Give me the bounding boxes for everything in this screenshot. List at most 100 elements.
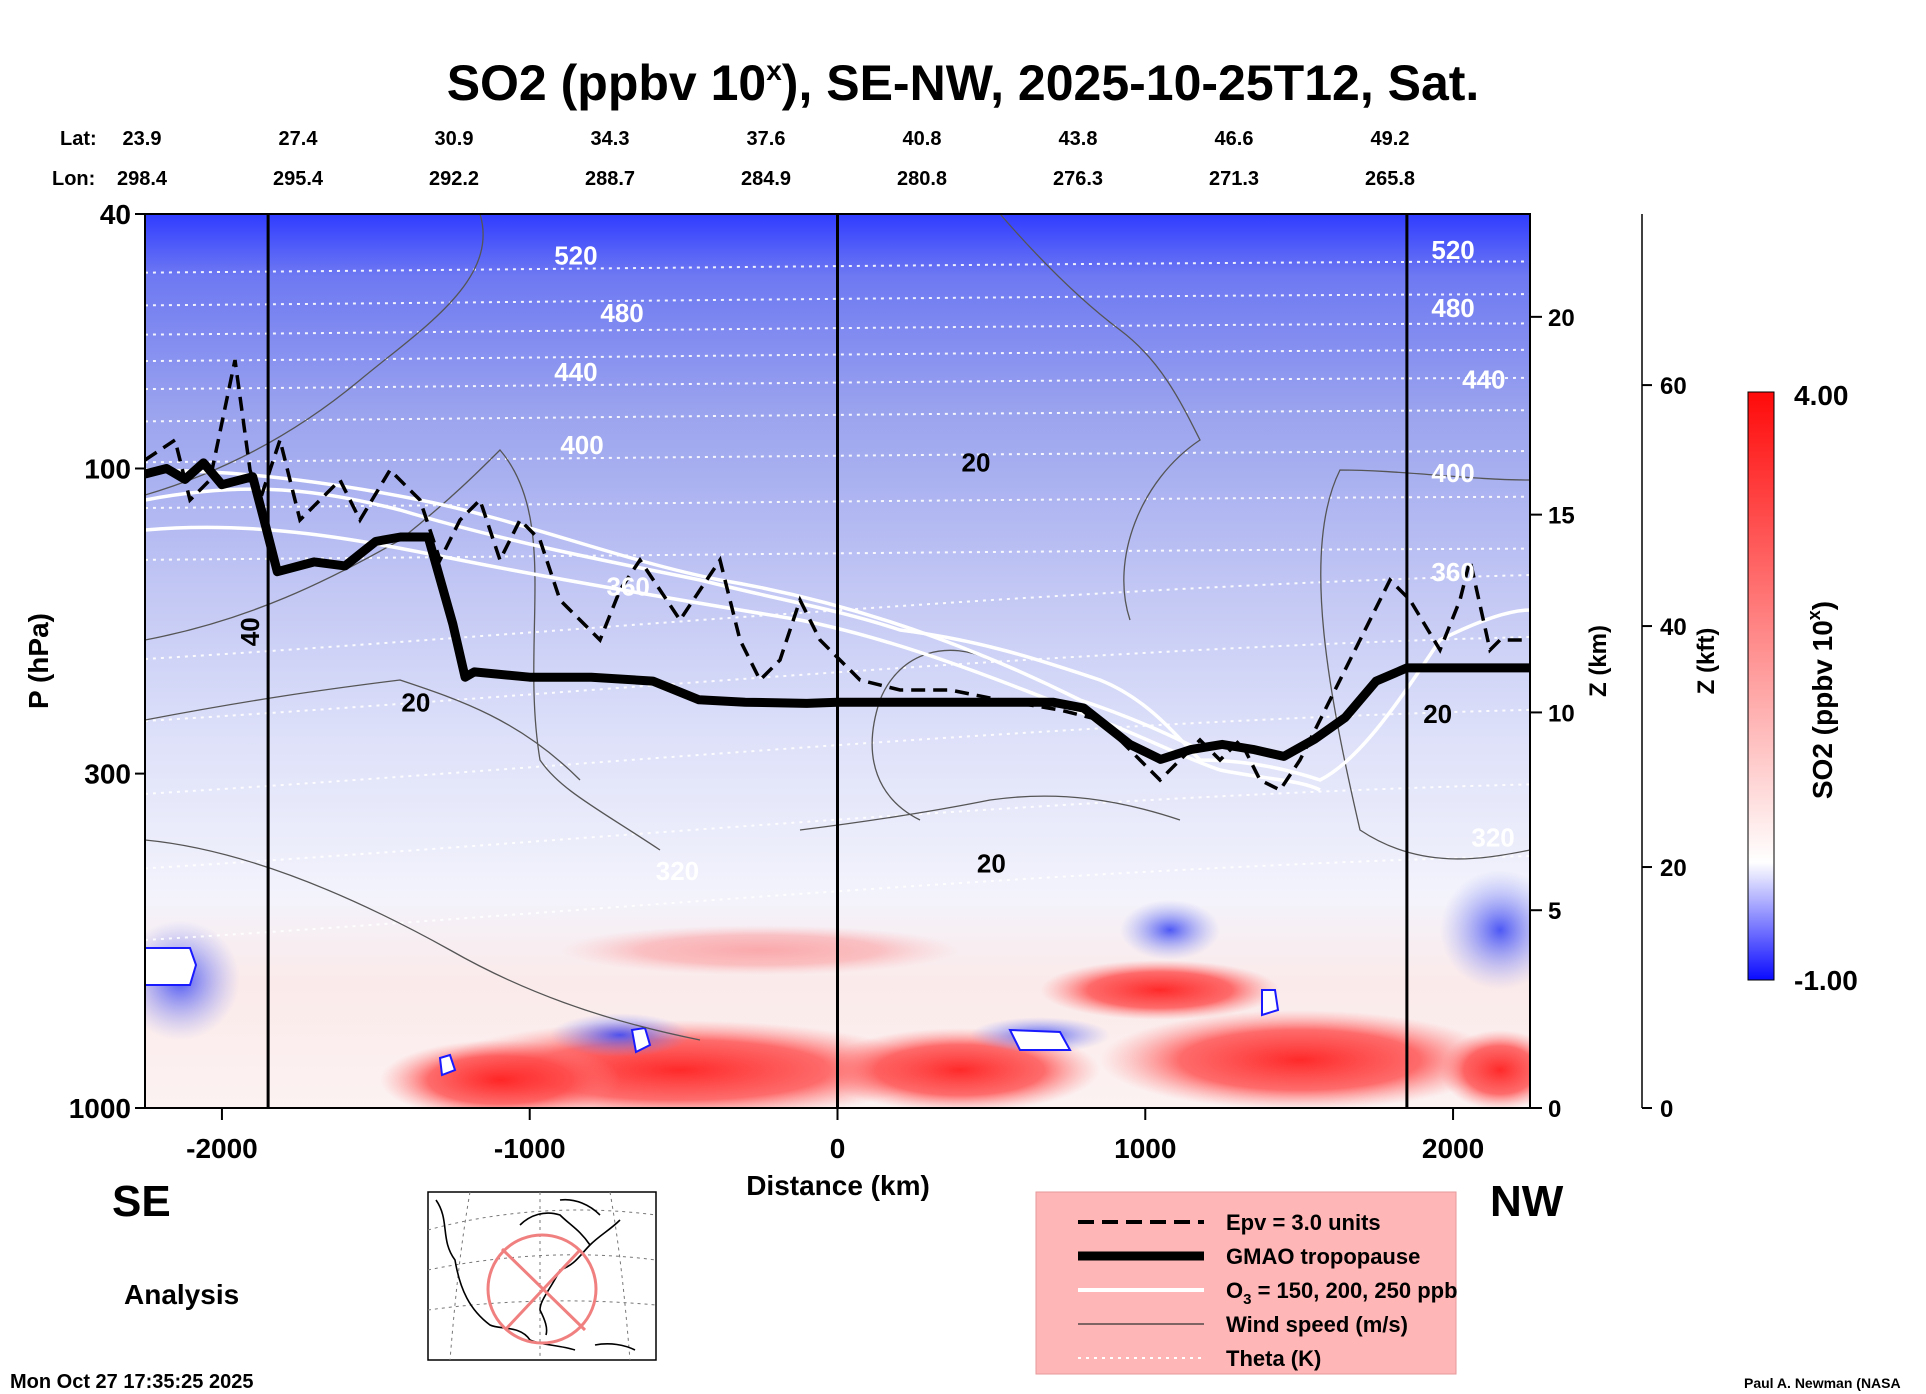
lat-value: 34.3: [591, 128, 630, 150]
theta-contour-label: 440: [554, 357, 597, 387]
theta-contours: [145, 260, 1530, 941]
theta-contour: [145, 636, 1530, 722]
lat-value: 30.9: [435, 128, 474, 150]
theta-contour: [145, 348, 1530, 363]
y-axis-label: P (hPa): [23, 613, 54, 709]
legend-label: O3 = 150, 200, 250 ppb: [1226, 1278, 1458, 1308]
wind-contour-label: 20: [962, 447, 991, 477]
so2-white-patch: [1008, 1028, 1072, 1051]
so2-red-region: [1440, 1030, 1530, 1108]
so2-blue-region: [550, 1013, 690, 1057]
x-axis: -2000 -1000 0 1000 2000: [186, 1108, 1484, 1164]
theta-contour-label: 400: [560, 430, 603, 460]
x-tick-label: 2000: [1422, 1133, 1484, 1164]
wind-contour: [145, 679, 581, 781]
lon-value: 292.2: [429, 168, 479, 190]
theta-contour: [145, 495, 1530, 509]
wind-contour: [1320, 469, 1530, 860]
so2-red-region: [1100, 1010, 1500, 1108]
theta-contour: [145, 409, 1530, 423]
footer-timestamp: Mon Oct 27 17:35:25 2025: [10, 1371, 253, 1393]
wind-contour-label: 20: [1423, 699, 1452, 729]
ozone-contour: [145, 525, 1321, 792]
legend-label: Wind speed (m/s): [1226, 1312, 1408, 1337]
z-kft-axis-label: Z (kft): [1693, 628, 1720, 695]
theta-contour: [145, 708, 1530, 795]
inset-map-coastline: [435, 1198, 636, 1351]
wind-contour: [145, 839, 701, 1041]
so2-blue-region: [1440, 870, 1530, 990]
colorbar-label: SO2 (ppbv 10x): [1804, 601, 1838, 799]
right-axis-z-km: 0 5 10 15 20: [1530, 305, 1575, 1123]
theta-contour: [145, 260, 1530, 274]
inset-map: [427, 1191, 657, 1361]
x-tick-label: -2000: [186, 1133, 258, 1164]
lon-value: 284.9: [741, 168, 791, 190]
theta-contour: [145, 450, 1530, 464]
colorbar: [1747, 391, 1775, 981]
theta-contour-label: 320: [656, 856, 699, 886]
theta-contour-label: 360: [607, 572, 650, 602]
lat-value: 49.2: [1371, 128, 1410, 150]
theta-contour-label: 480: [600, 298, 643, 328]
ozone-contour: [145, 468, 1201, 752]
theta-contour: [145, 322, 1530, 336]
wind-contour: [799, 795, 1181, 831]
right-axis-z-kft: 0 20 40 60: [1641, 214, 1687, 1123]
analysis-label: Analysis: [124, 1279, 239, 1310]
wind-contour-label: 20: [401, 688, 430, 718]
lat-value: 23.9: [123, 128, 162, 150]
footer-credit: Paul A. Newman (NASA: [1744, 1375, 1901, 1391]
theta-contour: [145, 376, 1530, 391]
theta-contour-label: 520: [1431, 235, 1474, 265]
z-km-axis-label: Z (km): [1585, 625, 1612, 697]
colorbar-max-label: 4.00: [1794, 380, 1849, 411]
legend: Epv = 3.0 units GMAO tropopause O3 = 150, …: [1035, 1191, 1458, 1375]
lon-value: 298.4: [117, 168, 168, 190]
theta-contour-label: 480: [1431, 293, 1474, 323]
theta-contour: [145, 783, 1530, 870]
x-tick-label: 1000: [1114, 1133, 1176, 1164]
legend-label: Theta (K): [1226, 1346, 1321, 1371]
inset-map-section-line: [503, 1248, 582, 1332]
wind-contour: [145, 449, 661, 851]
x-tick-label: 0: [830, 1133, 846, 1164]
z-km-tick-label: 20: [1548, 305, 1575, 332]
y-tick-label: 100: [84, 453, 131, 484]
z-km-tick-label: 15: [1548, 503, 1575, 530]
legend-label: Epv = 3.0 units: [1226, 1210, 1381, 1235]
section-marker-lines: [266, 214, 1409, 1108]
z-km-tick-label: 5: [1548, 898, 1561, 925]
theta-contour: [145, 574, 1530, 661]
x-axis-label: Distance (km): [746, 1170, 930, 1201]
wind-contour-label: 40: [235, 617, 265, 646]
z-kft-tick-label: 40: [1660, 614, 1687, 641]
theta-contour-label: 320: [1471, 822, 1514, 852]
nw-direction-label: NW: [1490, 1177, 1564, 1226]
lon-value: 295.4: [273, 168, 324, 190]
theta-contour-label: 520: [554, 241, 597, 271]
so2-white-patch: [438, 1053, 457, 1077]
z-kft-tick-label: 20: [1660, 855, 1687, 882]
lat-value: 27.4: [279, 128, 319, 150]
z-kft-tick-label: 0: [1660, 1096, 1673, 1123]
lat-value: 40.8: [903, 128, 942, 150]
theta-contour: [145, 293, 1530, 307]
colorbar-min-label: -1.00: [1794, 965, 1858, 996]
so2-red-region: [1040, 960, 1280, 1020]
theta-contour: [145, 547, 1530, 561]
lon-value: 280.8: [897, 168, 947, 190]
y-tick-label: 40: [100, 199, 131, 230]
y-tick-label: 1000: [69, 1093, 131, 1124]
so2-white-patch: [1261, 989, 1280, 1017]
so2-blue-region: [1120, 900, 1220, 960]
epv-line: [145, 359, 1530, 793]
z-km-tick-label: 10: [1548, 700, 1575, 727]
so2-red-region: [560, 925, 960, 975]
lon-value: 276.3: [1053, 168, 1103, 190]
lat-header: Lat:: [60, 128, 97, 150]
lon-value: 288.7: [585, 168, 635, 190]
gmao-tropopause-line: [145, 458, 1530, 764]
y-axis-pressure: 40 100 300 1000: [69, 199, 145, 1124]
